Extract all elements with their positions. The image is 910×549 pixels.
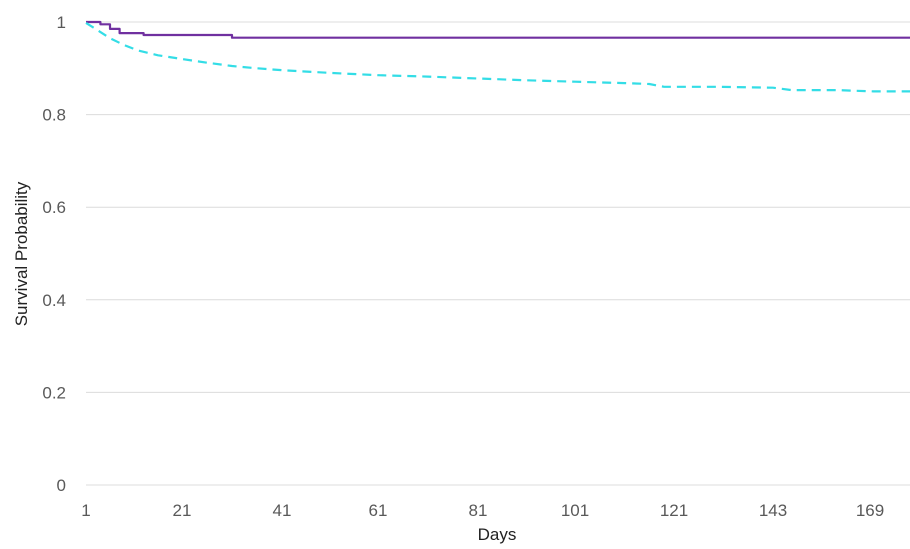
x-axis-ticks: 1 21 41 61 81 101 121 143 169 — [81, 501, 884, 520]
gridlines — [86, 21, 910, 486]
y-tick-label: 0.2 — [42, 383, 66, 402]
y-tick-label: 0.6 — [42, 198, 66, 217]
y-axis-ticks: 0 0.2 0.4 0.6 0.8 1 — [42, 13, 66, 495]
y-tick-label: 0.4 — [42, 291, 66, 310]
y-tick-label: 0.8 — [42, 106, 66, 125]
y-tick-label: 1 — [57, 13, 66, 32]
x-tick-label: 81 — [469, 501, 488, 520]
y-axis-title: Survival Probability — [12, 181, 31, 326]
x-tick-label: 121 — [660, 501, 688, 520]
x-axis-title: Days — [478, 525, 517, 544]
x-tick-label: 101 — [561, 501, 589, 520]
x-tick-label: 41 — [273, 501, 292, 520]
x-tick-label: 21 — [173, 501, 192, 520]
x-tick-label: 169 — [856, 501, 884, 520]
x-tick-label: 1 — [81, 501, 90, 520]
series-line-dashed — [85, 21, 910, 93]
series-line-solid — [86, 20, 910, 39]
series-lines — [85, 20, 910, 93]
x-tick-label: 143 — [759, 501, 787, 520]
y-tick-label: 0 — [57, 476, 66, 495]
x-tick-label: 61 — [369, 501, 388, 520]
